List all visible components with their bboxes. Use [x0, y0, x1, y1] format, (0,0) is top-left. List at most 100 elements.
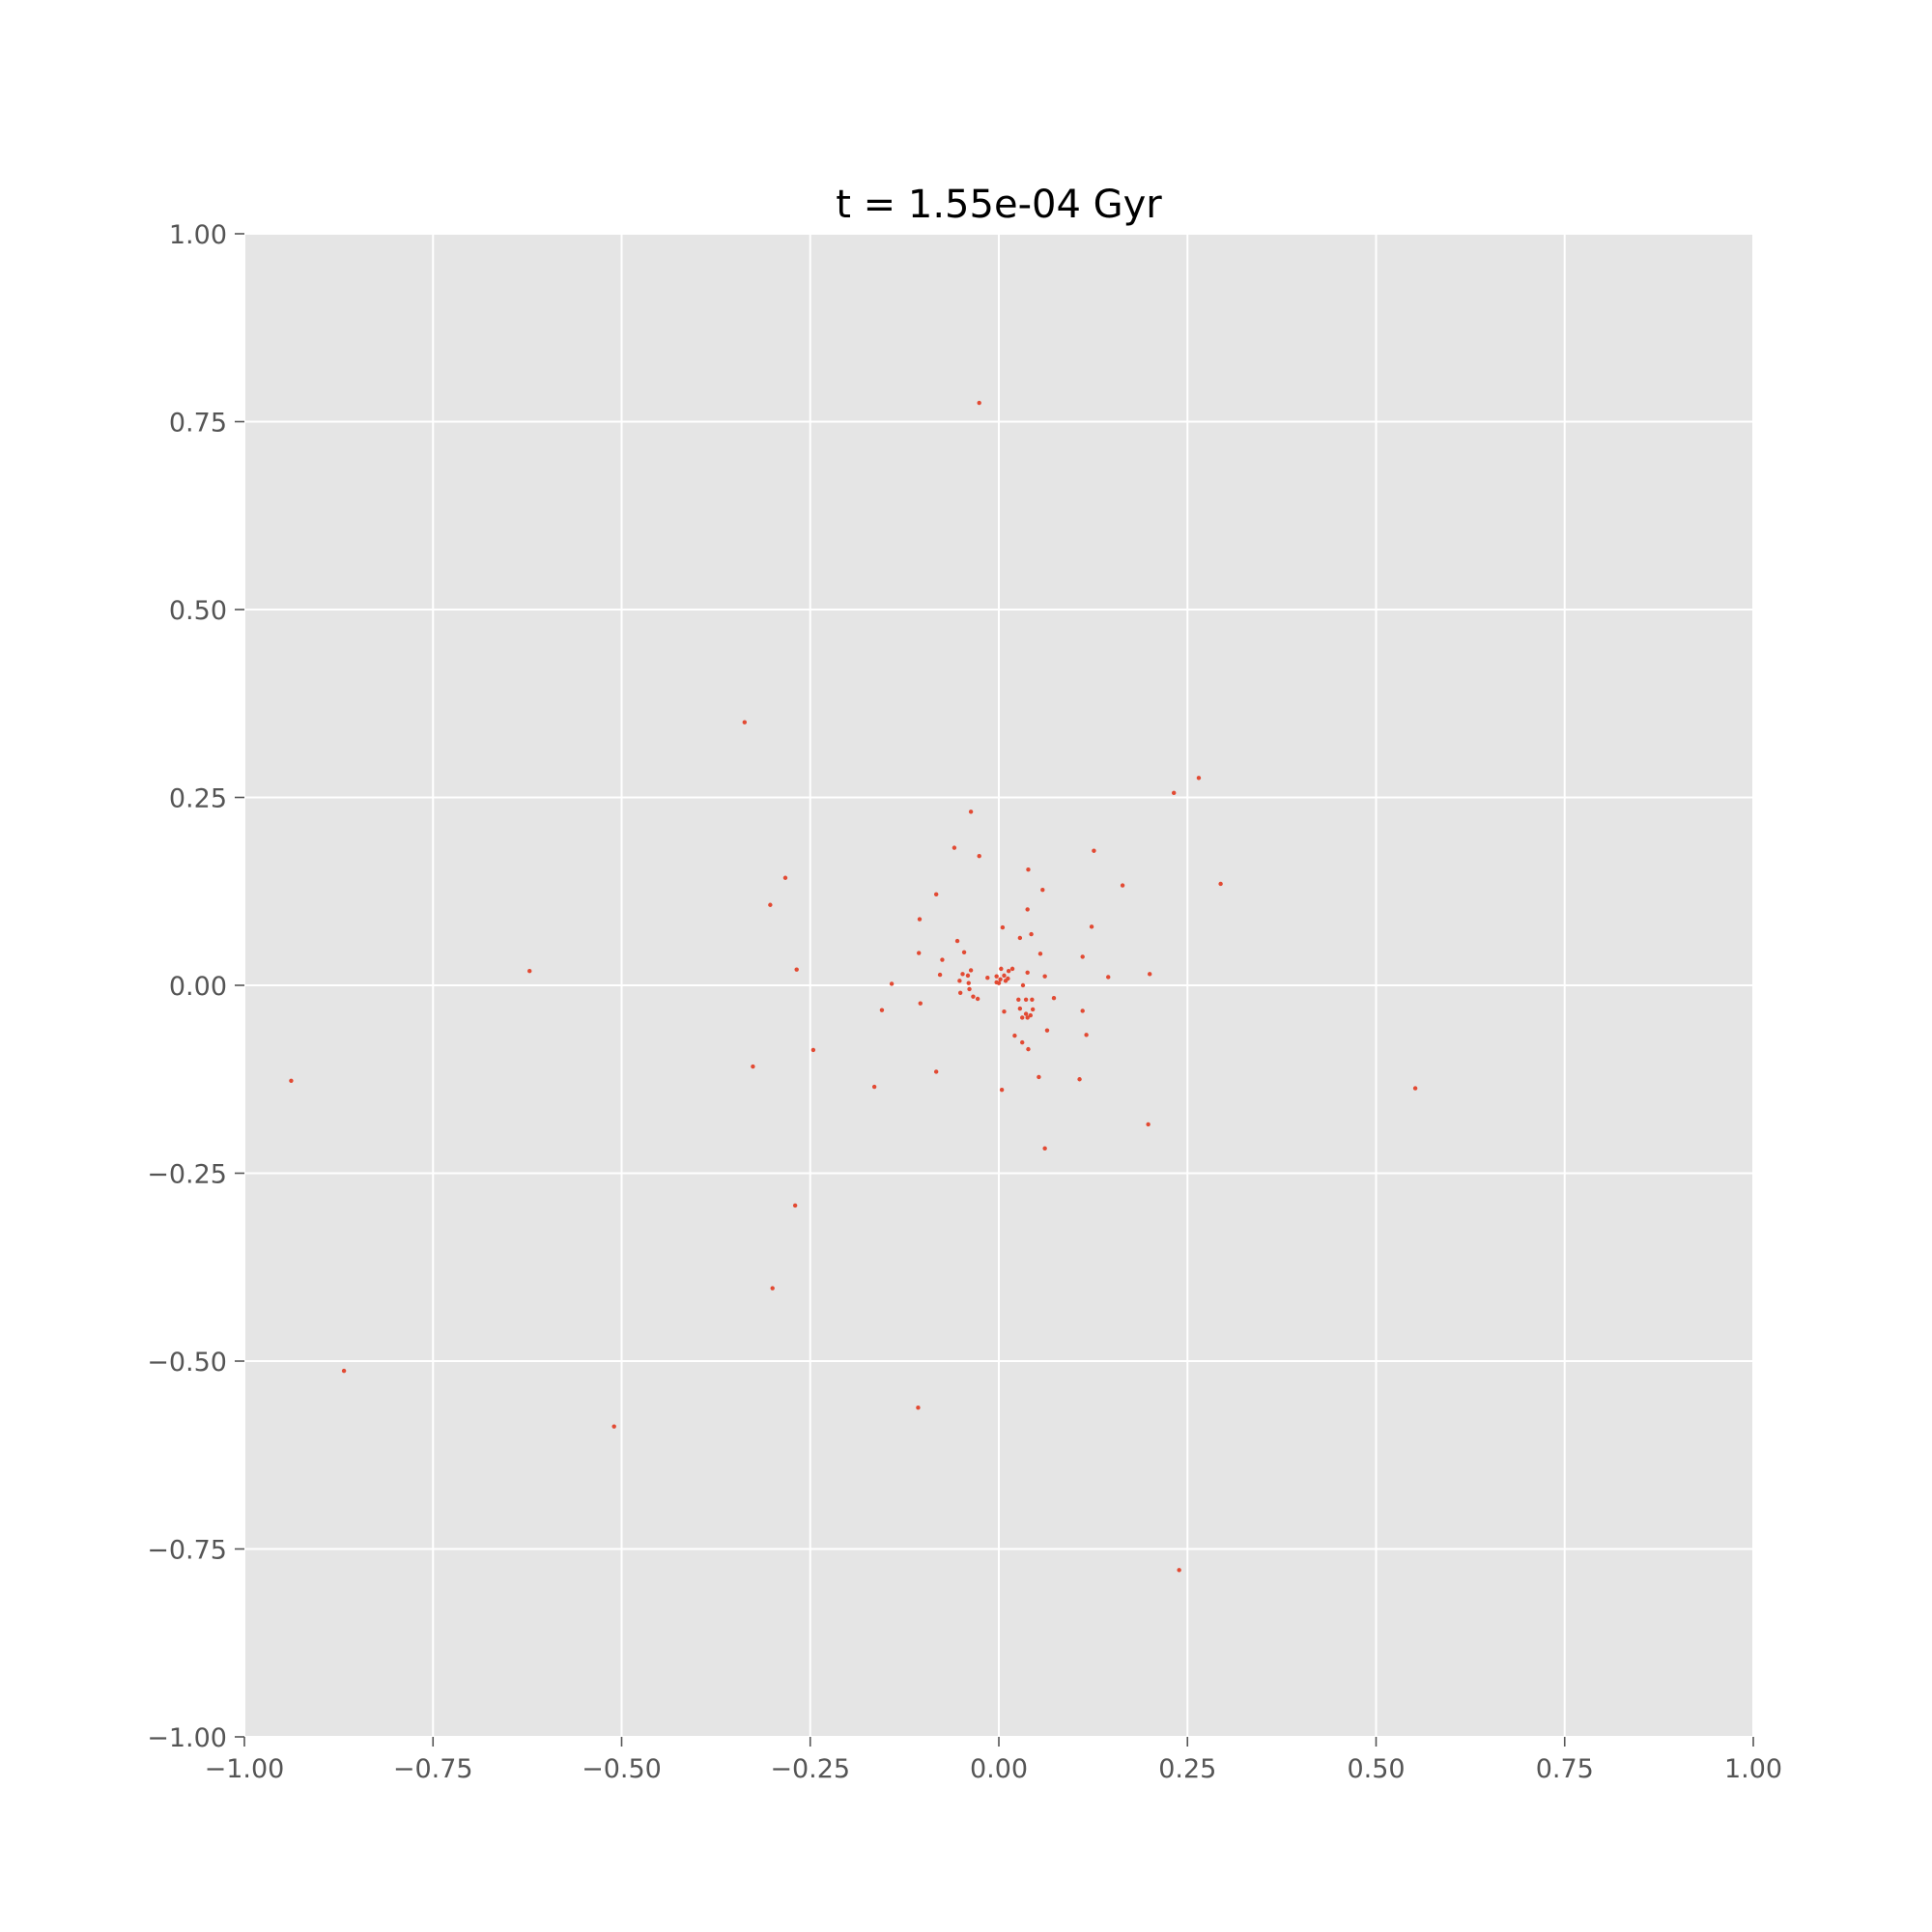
x-tick-label: −0.75 — [393, 1754, 473, 1784]
data-point — [940, 957, 945, 962]
data-point — [1051, 996, 1057, 1001]
y-tick-label: −0.50 — [147, 1348, 227, 1378]
data-point — [751, 1064, 755, 1069]
x-tick-label: −0.50 — [582, 1754, 662, 1784]
data-point — [1012, 1033, 1017, 1038]
data-point — [889, 981, 895, 986]
data-point — [1020, 1015, 1025, 1020]
data-point — [918, 1001, 923, 1006]
data-point — [985, 976, 990, 980]
data-point — [1002, 1009, 1007, 1014]
data-point — [1030, 997, 1035, 1002]
data-point — [933, 1069, 939, 1074]
data-point — [1040, 887, 1045, 893]
data-point — [1092, 848, 1096, 853]
data-point — [957, 979, 962, 983]
data-point — [1020, 1039, 1025, 1045]
data-point — [1084, 1033, 1089, 1037]
data-point — [999, 1087, 1005, 1093]
data-point — [1120, 883, 1125, 888]
data-point — [957, 990, 963, 995]
x-tick-label: 0.50 — [1347, 1754, 1405, 1784]
chart-title: t = 1.55e-04 Gyr — [836, 183, 1162, 227]
x-axis: −1.00 −0.75 −0.50 −0.25 0.00 0.25 0.50 0.75 1.00 — [205, 1737, 1782, 1784]
data-point — [1026, 1046, 1031, 1052]
data-point — [1002, 973, 1007, 979]
data-point — [1089, 924, 1094, 929]
data-point — [792, 1203, 798, 1208]
data-point — [1171, 790, 1177, 796]
data-point — [1020, 982, 1026, 988]
data-point — [794, 967, 799, 972]
y-tick-label: −0.75 — [147, 1536, 227, 1566]
data-point — [968, 968, 974, 973]
data-point — [1080, 1009, 1085, 1013]
data-point — [1025, 907, 1030, 912]
x-tick-label: −0.25 — [770, 1754, 850, 1784]
y-tick-label: 0.25 — [169, 784, 227, 814]
data-point — [1146, 1122, 1151, 1127]
x-tick-label: −1.00 — [205, 1754, 285, 1784]
data-point — [768, 902, 773, 907]
data-point — [1025, 1015, 1030, 1020]
data-point — [1025, 970, 1030, 975]
data-point — [916, 1406, 921, 1410]
data-point — [1037, 952, 1043, 956]
data-point — [742, 720, 748, 724]
data-point — [1029, 931, 1034, 937]
x-tick-label: 0.00 — [970, 1754, 1028, 1784]
data-point — [967, 986, 972, 992]
data-point — [611, 1424, 616, 1429]
data-point — [770, 1286, 775, 1291]
data-point — [966, 980, 971, 985]
y-tick-label: 0.75 — [169, 409, 227, 439]
data-point — [998, 977, 1003, 981]
y-tick-label: 0.50 — [169, 596, 227, 626]
data-point — [1037, 1074, 1041, 1080]
data-point — [1026, 867, 1031, 872]
data-point — [960, 972, 965, 977]
y-tick-label: 0.00 — [169, 972, 227, 1002]
data-point — [977, 853, 981, 859]
data-point — [1148, 972, 1152, 977]
data-point — [1080, 954, 1085, 959]
data-point — [1017, 1006, 1023, 1011]
data-point — [1106, 975, 1111, 980]
data-point — [977, 400, 981, 406]
data-point — [1412, 1086, 1418, 1091]
x-tick-label: 1.00 — [1724, 1754, 1782, 1784]
data-point — [871, 1084, 877, 1090]
data-point — [527, 969, 532, 974]
data-point — [1042, 1146, 1047, 1151]
data-point — [1218, 881, 1223, 887]
data-point — [954, 938, 960, 944]
y-axis: −1.00 −0.75 −0.50 −0.25 0.00 0.25 0.50 0.75 1.00 — [147, 220, 244, 1753]
data-point — [952, 845, 957, 850]
data-point — [1016, 997, 1021, 1002]
data-point — [975, 996, 980, 1002]
data-point — [1177, 1568, 1181, 1573]
data-point — [1023, 997, 1029, 1002]
data-point — [1009, 966, 1015, 972]
y-tick-label: −1.00 — [147, 1723, 227, 1753]
data-point — [968, 810, 974, 814]
data-point — [1000, 924, 1006, 930]
data-point — [289, 1078, 294, 1084]
data-point — [996, 980, 1002, 985]
x-tick-label: 0.75 — [1536, 1754, 1594, 1784]
data-point — [1196, 776, 1202, 781]
y-tick-label: −0.25 — [147, 1160, 227, 1190]
data-point — [1042, 974, 1047, 979]
data-point — [917, 951, 922, 955]
data-point — [971, 994, 976, 999]
data-point — [1028, 1012, 1034, 1018]
scatter-points — [289, 400, 1418, 1573]
data-point — [917, 917, 923, 922]
data-point — [999, 966, 1004, 972]
data-point — [965, 973, 971, 979]
data-point — [994, 974, 999, 979]
y-tick-label: 1.00 — [169, 220, 227, 250]
data-point — [782, 875, 788, 880]
data-point — [1044, 1028, 1050, 1033]
